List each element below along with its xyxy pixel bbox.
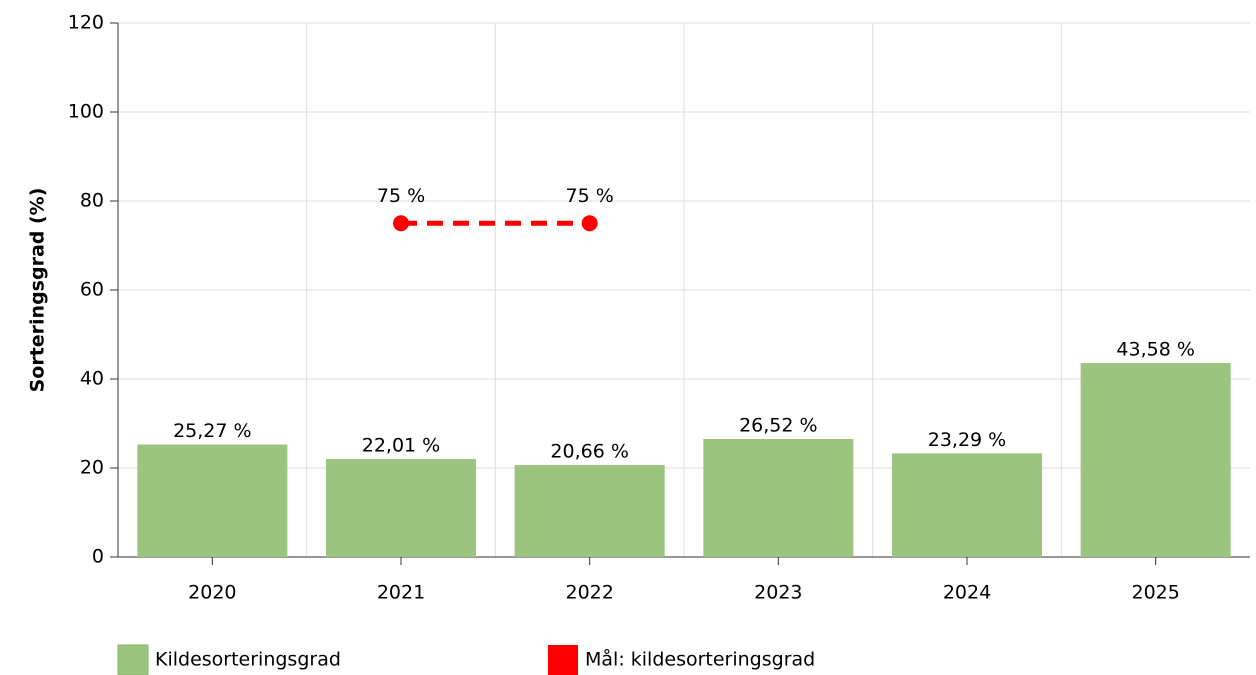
- bar-value-label: 20,66 %: [550, 441, 629, 463]
- x-tick-label: 2024: [943, 582, 991, 604]
- bar-value-label: 22,01 %: [362, 435, 441, 457]
- y-axis-label: Sorteringsgrad (%): [27, 188, 49, 393]
- bar-value-label: 23,29 %: [928, 429, 1007, 451]
- legend-label: Mål: kildesorteringsgrad: [585, 648, 815, 671]
- bar-value-label: 25,27 %: [173, 420, 252, 442]
- x-tick-label: 2022: [565, 582, 613, 604]
- y-tick-label: 40: [80, 368, 104, 390]
- x-tick-label: 2025: [1131, 582, 1179, 604]
- y-tick-label: 80: [80, 190, 104, 212]
- bar-value-label: 43,58 %: [1116, 339, 1195, 361]
- bar: [514, 465, 665, 557]
- x-tick-label: 2023: [754, 582, 802, 604]
- target-value-label: 75 %: [566, 185, 614, 207]
- target-point: [581, 215, 598, 232]
- bar: [892, 453, 1042, 557]
- x-tick-label: 2020: [188, 582, 236, 604]
- target-value-label: 75 %: [377, 185, 425, 207]
- target-point: [393, 215, 409, 232]
- y-tick-label: 120: [68, 12, 104, 34]
- x-tick-label: 2021: [377, 582, 425, 604]
- bar: [326, 459, 476, 557]
- legend-swatch: [117, 644, 149, 675]
- bar: [1080, 363, 1231, 557]
- bar-value-label: 26,52 %: [739, 414, 818, 436]
- legend-swatch: [548, 645, 578, 675]
- y-tick-label: 20: [80, 457, 104, 479]
- y-tick-label: 0: [92, 546, 104, 568]
- bar: [137, 444, 288, 557]
- legend-label: Kildesorteringsgrad: [155, 649, 341, 671]
- y-tick-label: 60: [80, 279, 104, 301]
- y-tick-label: 100: [68, 101, 104, 123]
- bar: [703, 438, 854, 557]
